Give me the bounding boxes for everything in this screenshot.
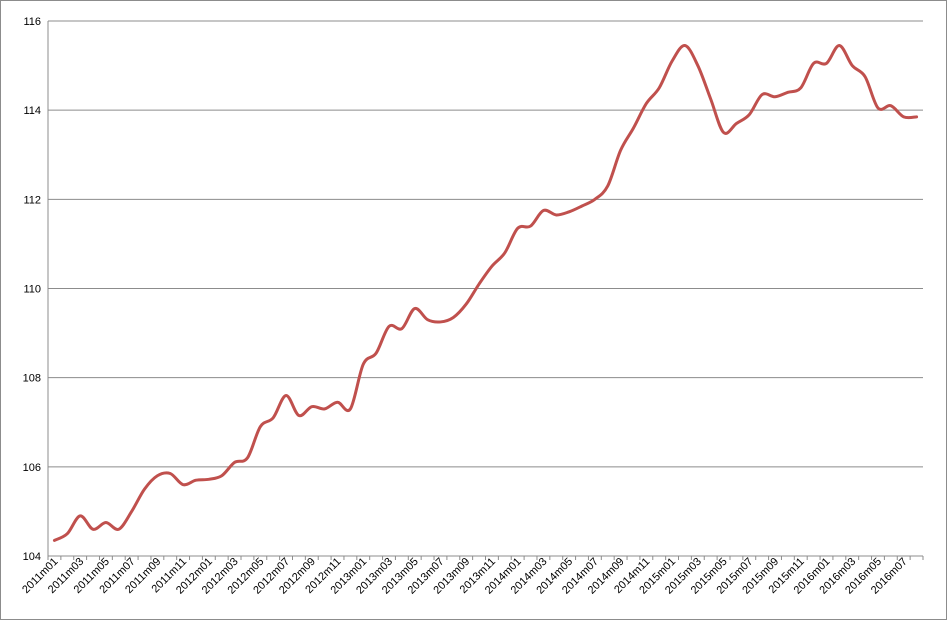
data-point xyxy=(567,210,571,214)
series-line xyxy=(52,44,919,542)
data-point xyxy=(207,477,211,481)
data-point xyxy=(516,226,520,230)
series-layer xyxy=(52,44,919,542)
data-point xyxy=(644,101,648,105)
data-point xyxy=(91,527,95,531)
data-point xyxy=(541,208,545,212)
y-tick-label: 114 xyxy=(23,105,41,117)
data-point xyxy=(284,394,288,398)
data-point xyxy=(413,307,417,311)
data-point xyxy=(850,64,854,68)
data-point xyxy=(78,514,82,518)
data-point xyxy=(606,184,610,188)
data-point xyxy=(722,130,726,134)
data-point xyxy=(529,224,533,228)
data-point xyxy=(117,527,121,531)
data-point xyxy=(233,460,237,464)
data-point xyxy=(837,44,841,48)
data-point xyxy=(336,400,340,404)
data-point xyxy=(464,302,468,306)
data-point xyxy=(734,122,738,126)
data-point xyxy=(490,264,494,268)
y-tick-label: 108 xyxy=(23,373,41,385)
y-tick-label: 110 xyxy=(23,284,41,296)
data-point xyxy=(220,474,224,478)
data-point xyxy=(619,148,623,152)
data-point xyxy=(824,61,828,65)
data-point xyxy=(323,407,327,411)
data-point xyxy=(503,251,507,255)
data-point xyxy=(168,472,172,476)
y-tick-label: 106 xyxy=(23,462,41,474)
data-point xyxy=(876,106,880,110)
data-point xyxy=(902,115,906,119)
data-point xyxy=(657,86,661,90)
axes xyxy=(47,21,924,560)
data-point xyxy=(593,197,597,201)
data-point xyxy=(387,324,391,328)
data-point xyxy=(580,204,584,208)
data-point xyxy=(258,425,262,429)
data-point xyxy=(104,521,108,525)
data-point xyxy=(670,59,674,63)
data-point xyxy=(799,86,803,90)
data-point xyxy=(155,474,159,478)
data-point xyxy=(915,115,919,119)
gridlines xyxy=(48,20,923,468)
data-point xyxy=(426,318,430,322)
data-point xyxy=(52,538,56,542)
data-point xyxy=(709,97,713,101)
data-point xyxy=(245,456,249,460)
data-point xyxy=(194,478,198,482)
data-point xyxy=(812,61,816,65)
data-point xyxy=(760,93,764,97)
data-point xyxy=(348,407,352,411)
y-tick-label: 104 xyxy=(23,551,41,563)
data-point xyxy=(554,213,558,217)
data-point xyxy=(683,44,687,48)
data-point xyxy=(863,75,867,79)
data-point xyxy=(400,327,404,331)
data-point xyxy=(889,104,893,108)
data-point xyxy=(181,483,185,487)
x-tick-labels: 2011m012011m032011m052011m072011m092011m… xyxy=(20,556,910,597)
data-point xyxy=(374,351,378,355)
data-point xyxy=(130,509,134,513)
data-point xyxy=(271,416,275,420)
y-tick-label: 112 xyxy=(23,194,41,206)
y-tick-label: 116 xyxy=(23,16,41,28)
data-point xyxy=(773,95,777,99)
data-point xyxy=(631,126,635,130)
data-point xyxy=(451,315,455,319)
data-point xyxy=(310,405,314,409)
data-point xyxy=(477,282,481,286)
data-point xyxy=(143,487,147,491)
data-point xyxy=(747,113,751,117)
data-point xyxy=(786,90,790,94)
data-point xyxy=(361,362,365,366)
data-point xyxy=(696,64,700,68)
data-point xyxy=(65,532,69,536)
data-point xyxy=(297,414,301,418)
y-tick-labels: 104 106 108 110 112 114 116 xyxy=(23,16,41,563)
data-point xyxy=(438,320,442,324)
